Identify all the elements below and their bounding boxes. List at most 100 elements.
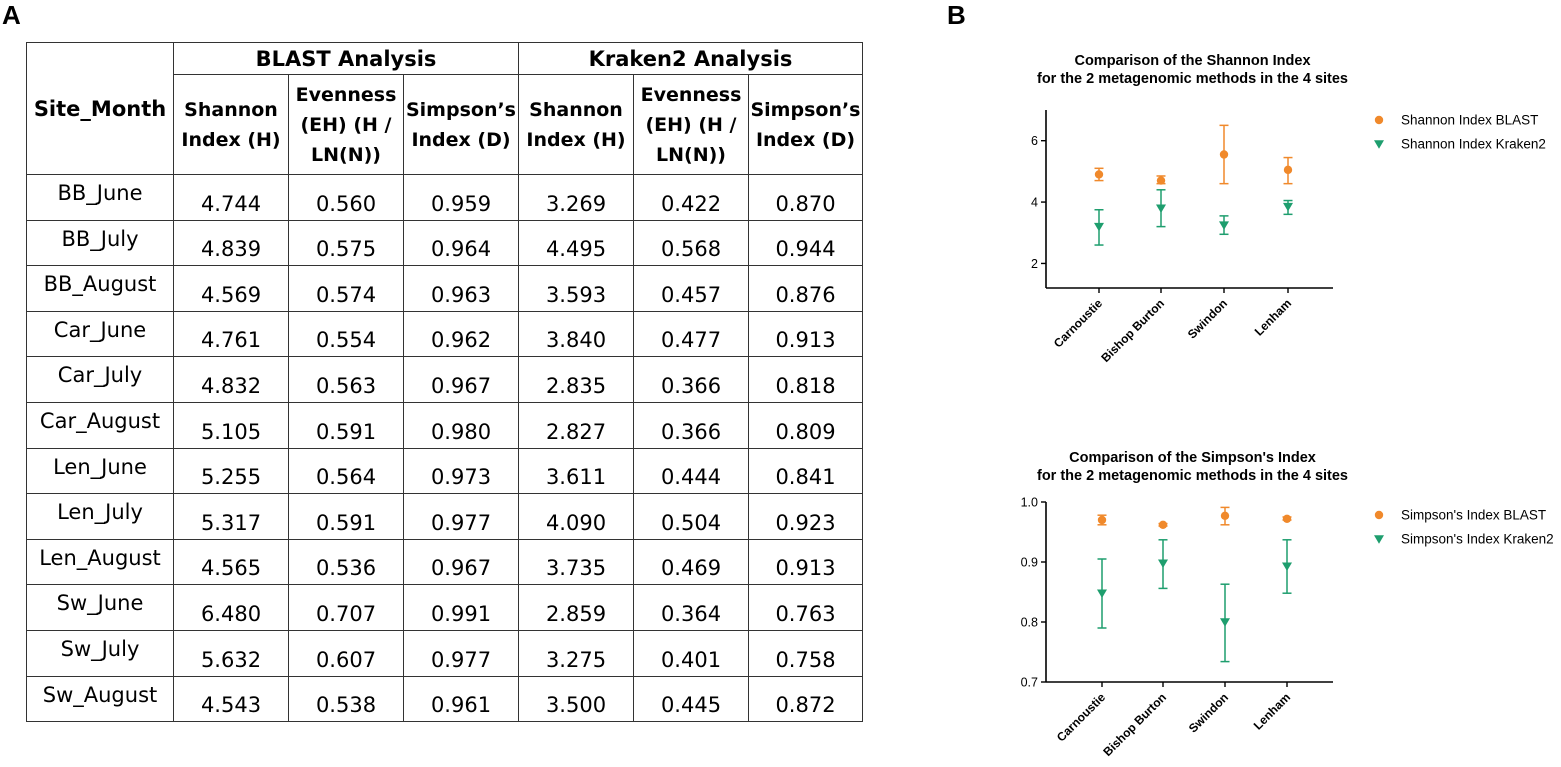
data-point [1097, 589, 1107, 598]
blast-simpson-cell: 0.967 [403, 538, 519, 586]
kraken-shannon-cell: 2.859 [518, 584, 634, 631]
kraken-simpson-cell: 0.870 [748, 174, 863, 221]
blast-simpson-cell: 0.964 [403, 219, 519, 267]
data-point [1282, 562, 1292, 571]
kraken-simpson-cell: 0.818 [748, 356, 863, 403]
kraken-shannon-cell: 3.611 [518, 447, 634, 495]
x-category-label: Swindon [1186, 690, 1231, 735]
kraken-simpson-cell: 0.809 [748, 401, 863, 449]
kraken-simpson-cell: 0.872 [748, 675, 863, 723]
kraken-evenness-cell: 0.366 [633, 401, 749, 449]
table-row: Sw_June 6.480 0.707 0.991 2.859 0.364 0.763 [26, 584, 863, 631]
y-tick-label: 4 [1031, 196, 1038, 210]
blast-simpson-cell: 0.961 [403, 675, 519, 723]
site-month-cell: Len_August [26, 538, 174, 586]
blast-shannon-cell: 5.105 [173, 401, 289, 449]
kraken-simpson-cell: 0.913 [748, 538, 863, 586]
kraken-shannon-header: Shannon Index (H) [518, 74, 634, 175]
x-category-label: Bishop Burton [1100, 690, 1169, 759]
kraken-simpson-cell: 0.758 [748, 629, 863, 677]
blast-shannon-cell: 4.761 [173, 310, 289, 358]
site-month-cell: Sw_August [26, 675, 174, 723]
data-point [1156, 204, 1166, 213]
blast-shannon-cell: 4.839 [173, 219, 289, 267]
blast-simpson-cell: 0.977 [403, 629, 519, 677]
data-point [1283, 165, 1293, 175]
site-month-cell: Sw_June [26, 584, 174, 631]
data-point [1220, 618, 1230, 627]
blast-simpson-cell: 0.967 [403, 356, 519, 403]
blast-evenness-header: Evenness (EH) (H / LN(N)) [288, 74, 404, 175]
simpson-chart-title: Comparison of the Simpson's Index [1069, 450, 1316, 466]
legend-label: Simpson's Index BLAST [1401, 508, 1546, 523]
blast-shannon-cell: 5.632 [173, 629, 289, 677]
site-month-cell: Len_June [26, 447, 174, 495]
data-point [1158, 520, 1168, 529]
table-row: Car_June 4.761 0.554 0.962 3.840 0.477 0.913 [26, 310, 863, 358]
data-point [1158, 559, 1168, 568]
blast-evenness-cell: 0.574 [288, 265, 404, 312]
kraken-evenness-cell: 0.457 [633, 265, 749, 312]
kraken-evenness-cell: 0.477 [633, 310, 749, 358]
kraken-evenness-cell: 0.422 [633, 174, 749, 221]
blast-evenness-cell: 0.538 [288, 675, 404, 723]
kraken-evenness-cell: 0.366 [633, 356, 749, 403]
site-month-cell: Car_June [26, 310, 174, 358]
kraken-simpson-cell: 0.763 [748, 584, 863, 631]
legend-marker [1374, 140, 1384, 149]
kraken-simpson-cell: 0.913 [748, 310, 863, 358]
blast-shannon-cell: 4.543 [173, 675, 289, 723]
blast-evenness-cell: 0.536 [288, 538, 404, 586]
kraken-evenness-header: Evenness (EH) (H / LN(N)) [633, 74, 749, 175]
kraken-evenness-cell: 0.445 [633, 675, 749, 723]
data-point [1282, 514, 1292, 523]
blast-evenness-cell: 0.560 [288, 174, 404, 221]
kraken-evenness-cell: 0.469 [633, 538, 749, 586]
kraken-shannon-cell: 2.827 [518, 401, 634, 449]
table-row: BB_August 4.569 0.574 0.963 3.593 0.457 0.876 [26, 265, 863, 312]
blast-simpson-cell: 0.991 [403, 584, 519, 631]
table-row: Sw_July 5.632 0.607 0.977 3.275 0.401 0.758 [26, 629, 863, 677]
simpson-chart-subtitle: for the 2 metagenomic methods in the 4 s… [1036, 468, 1348, 484]
blast-evenness-cell: 0.563 [288, 356, 404, 403]
table-row: BB_June 4.744 0.560 0.959 3.269 0.422 0.870 [26, 174, 863, 221]
kraken-shannon-cell: 3.275 [518, 629, 634, 677]
kraken-shannon-cell: 4.495 [518, 219, 634, 267]
kraken-shannon-cell: 3.269 [518, 174, 634, 221]
kraken-evenness-cell: 0.568 [633, 219, 749, 267]
x-category-label: Lenham [1252, 296, 1294, 338]
x-category-label: Carnoustie [1054, 690, 1108, 744]
kraken-evenness-cell: 0.504 [633, 493, 749, 540]
legend-marker [1374, 510, 1384, 520]
legend-marker [1374, 115, 1384, 125]
blast-simpson-header: Simpson’s Index (D) [403, 74, 519, 175]
kraken-simpson-cell: 0.841 [748, 447, 863, 495]
blast-simpson-cell: 0.980 [403, 401, 519, 449]
blast-evenness-cell: 0.591 [288, 493, 404, 540]
kraken-evenness-cell: 0.444 [633, 447, 749, 495]
blast-analysis-header: BLAST Analysis [173, 42, 519, 75]
table-row: Car_August 5.105 0.591 0.980 2.827 0.366 0.809 [26, 401, 863, 449]
table-row: Len_June 5.255 0.564 0.973 3.611 0.444 0.841 [26, 447, 863, 495]
site-month-cell: Car_August [26, 401, 174, 449]
table-row: Car_July 4.832 0.563 0.967 2.835 0.366 0.818 [26, 356, 863, 403]
simpson-chart-title-block: Comparison of the Simpson's Index for th… [1000, 449, 1385, 485]
kraken-shannon-cell: 2.835 [518, 356, 634, 403]
blast-shannon-cell: 5.255 [173, 447, 289, 495]
x-category-label: Carnoustie [1051, 296, 1105, 350]
blast-shannon-cell: 6.480 [173, 584, 289, 631]
blast-simpson-cell: 0.963 [403, 265, 519, 312]
panel-label-b: B [947, 0, 966, 30]
y-tick-label: 6 [1031, 134, 1038, 148]
kraken-simpson-cell: 0.876 [748, 265, 863, 312]
shannon-chart-title-block: Comparison of the Shannon Index for the … [1000, 52, 1385, 88]
shannon-chart-title: Comparison of the Shannon Index [1074, 53, 1311, 69]
site-month-cell: BB_June [26, 174, 174, 221]
kraken2-analysis-header: Kraken2 Analysis [518, 42, 863, 75]
site-month-cell: Len_July [26, 493, 174, 540]
y-tick-label: 0.9 [1021, 556, 1038, 570]
data-point [1094, 170, 1104, 179]
kraken-simpson-cell: 0.944 [748, 219, 863, 267]
data-point [1219, 221, 1229, 230]
